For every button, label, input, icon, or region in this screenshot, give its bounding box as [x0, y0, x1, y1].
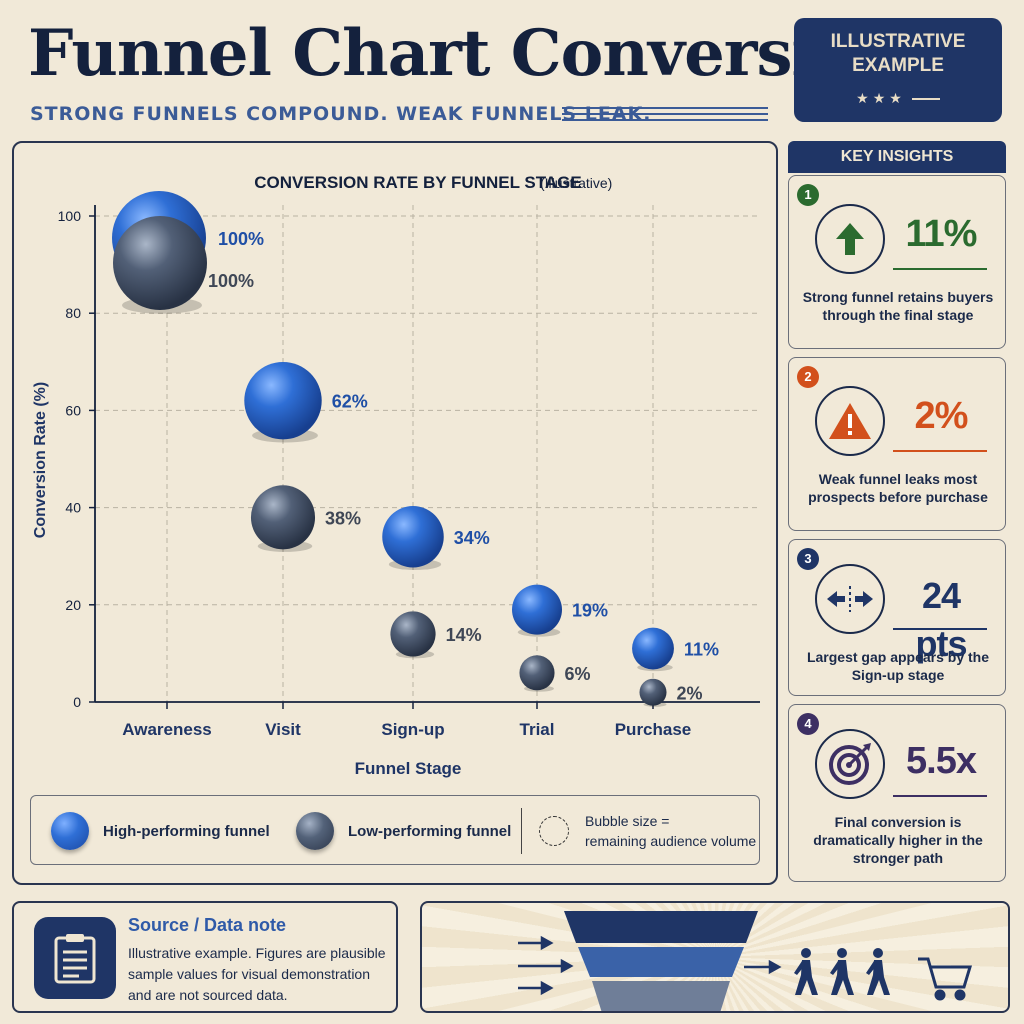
- insight-description: Final conversion is dramatically higher …: [813, 814, 983, 866]
- bubble-low-visit: [250, 485, 316, 550]
- x-tick-label: Purchase: [615, 720, 692, 739]
- insight-stat: 2%: [914, 395, 969, 437]
- y-tick-label: 40: [65, 500, 81, 516]
- data-label: 19%: [572, 601, 608, 621]
- insight-description: Largest gap appears by the Sign-up stage: [806, 649, 990, 683]
- data-label: 34%: [454, 528, 490, 548]
- y-tick-label: 80: [65, 305, 81, 321]
- y-tick-label: 100: [58, 208, 82, 224]
- y-axis-title: Conversion Rate (%): [32, 382, 49, 538]
- subtitle-rule: [562, 119, 768, 121]
- axis-layer: 0 20 40 60 80 100 Awareness Visit Sign-up Trial Pu…: [58, 205, 760, 739]
- insight-number: 4: [797, 713, 819, 735]
- insight-stat-rule: [893, 268, 987, 270]
- bubble-high-purchase: [632, 627, 674, 670]
- bubble-low-purchase: [639, 678, 667, 706]
- insight-card-3: 3 24 pts Largest gap appears by the Sign…: [788, 539, 1006, 696]
- x-axis-title: Funnel Stage: [355, 759, 462, 778]
- insights-header: KEY INSIGHTS: [788, 141, 1006, 173]
- bubble-high-trial: [512, 584, 562, 635]
- dashed-circle-icon: [539, 816, 569, 846]
- page-subtitle: STRONG FUNNELS COMPOUND. WEAK FUNNELS LE…: [30, 103, 652, 125]
- chart-title: CONVERSION RATE BY FUNNEL STAGE: [254, 173, 581, 192]
- insight-card-1: 1 11% Strong funnel retains buyers throu…: [788, 175, 1006, 349]
- insight-number: 1: [797, 184, 819, 206]
- legend-size-line-2: remaining audience volume: [585, 833, 757, 849]
- source-text: Illustrative example. Figures are plausi…: [128, 945, 386, 1003]
- y-tick-label: 0: [73, 694, 81, 710]
- illustrative-badge: ILLUSTRATIVE EXAMPLE ★★★: [794, 18, 1002, 122]
- page-title: Funnel Chart Conversion: [28, 16, 903, 91]
- shopping-cart-icon: [918, 957, 973, 1001]
- data-label: 6%: [565, 664, 591, 684]
- gap-arrows-icon: [815, 564, 885, 634]
- data-label: 62%: [332, 392, 368, 412]
- funnel-graphic: [518, 911, 973, 1011]
- legend-item-low: Low-performing funnel: [296, 796, 511, 866]
- data-label: 2%: [677, 683, 703, 703]
- insight-stat-rule: [893, 795, 987, 797]
- insight-stat-rule: [893, 628, 987, 630]
- funnel-illustration: [420, 901, 1010, 1013]
- legend-item-size: Bubble size = remaining audience volume: [539, 796, 756, 866]
- warning-icon: [815, 386, 885, 456]
- insight-number: 3: [797, 548, 819, 570]
- legend-label-low: Low-performing funnel: [348, 822, 512, 840]
- data-label: 38%: [325, 508, 361, 528]
- source-title: Source / Data note: [128, 915, 287, 935]
- source-panel: Source / Data note Illustrative example.…: [12, 901, 398, 1013]
- insight-stat: 5.5x: [906, 740, 977, 782]
- bubble-high-visit: [244, 361, 322, 440]
- badge-stars: ★★★: [794, 86, 1002, 110]
- bubble-low-sign-up: [390, 611, 436, 657]
- data-label: 100%: [208, 271, 254, 291]
- x-tick-label: Sign-up: [381, 720, 444, 739]
- target-icon: [815, 729, 885, 799]
- legend-swatch-high: [51, 812, 89, 850]
- funnel-shape-icon: [564, 911, 758, 1011]
- insight-stat-rule: [893, 450, 987, 452]
- bubble-high-sign-up: [382, 506, 444, 568]
- legend-label-high: High-performing funnel: [103, 822, 270, 840]
- chart-panel: [12, 141, 778, 885]
- y-tick-label: 20: [65, 597, 81, 613]
- badge-line-2: EXAMPLE: [852, 55, 944, 76]
- x-tick-label: Trial: [520, 720, 555, 739]
- clipboard-icon: [34, 917, 116, 999]
- up-arrow-icon: [815, 204, 885, 274]
- bubble-low-trial: [519, 655, 555, 691]
- insight-card-4: 4 5.5x Final conversion is dramatically …: [788, 704, 1006, 882]
- chart-legend: High-performing funnel Low-performing fu…: [30, 795, 760, 865]
- data-label: 11%: [684, 640, 719, 660]
- legend-divider: [521, 808, 522, 854]
- insight-description: Weak funnel leaks most prospects before …: [808, 471, 988, 505]
- data-label: 14%: [446, 625, 482, 645]
- x-tick-label: Visit: [265, 720, 301, 739]
- badge-line-1: ILLUSTRATIVE: [830, 31, 966, 52]
- subtitle-rule: [562, 113, 768, 115]
- output-arrow-icon: [744, 959, 782, 975]
- subtitle-rule: [562, 107, 768, 109]
- data-label: 100%: [218, 229, 264, 249]
- input-arrows-icon: [518, 935, 574, 996]
- walking-buyers-icon: [794, 948, 890, 995]
- legend-swatch-low: [296, 812, 334, 850]
- legend-size-line-1: Bubble size =: [585, 813, 670, 829]
- bubble-low-awareness: [113, 216, 207, 310]
- insight-stat: 11%: [905, 213, 978, 255]
- insight-number: 2: [797, 366, 819, 388]
- bubble-layer: 100% 62% 34% 19% 11% 100% 38% 14% 6% 2%: [112, 191, 719, 707]
- x-tick-label: Awareness: [122, 720, 211, 739]
- y-tick-label: 60: [65, 402, 81, 418]
- insight-card-2: 2 2% Weak funnel leaks most prospects be…: [788, 357, 1006, 531]
- chart-title-note: (Illustrative): [540, 175, 612, 191]
- legend-item-high: High-performing funnel: [51, 796, 270, 866]
- insight-description: Strong funnel retains buyers through the…: [802, 289, 994, 323]
